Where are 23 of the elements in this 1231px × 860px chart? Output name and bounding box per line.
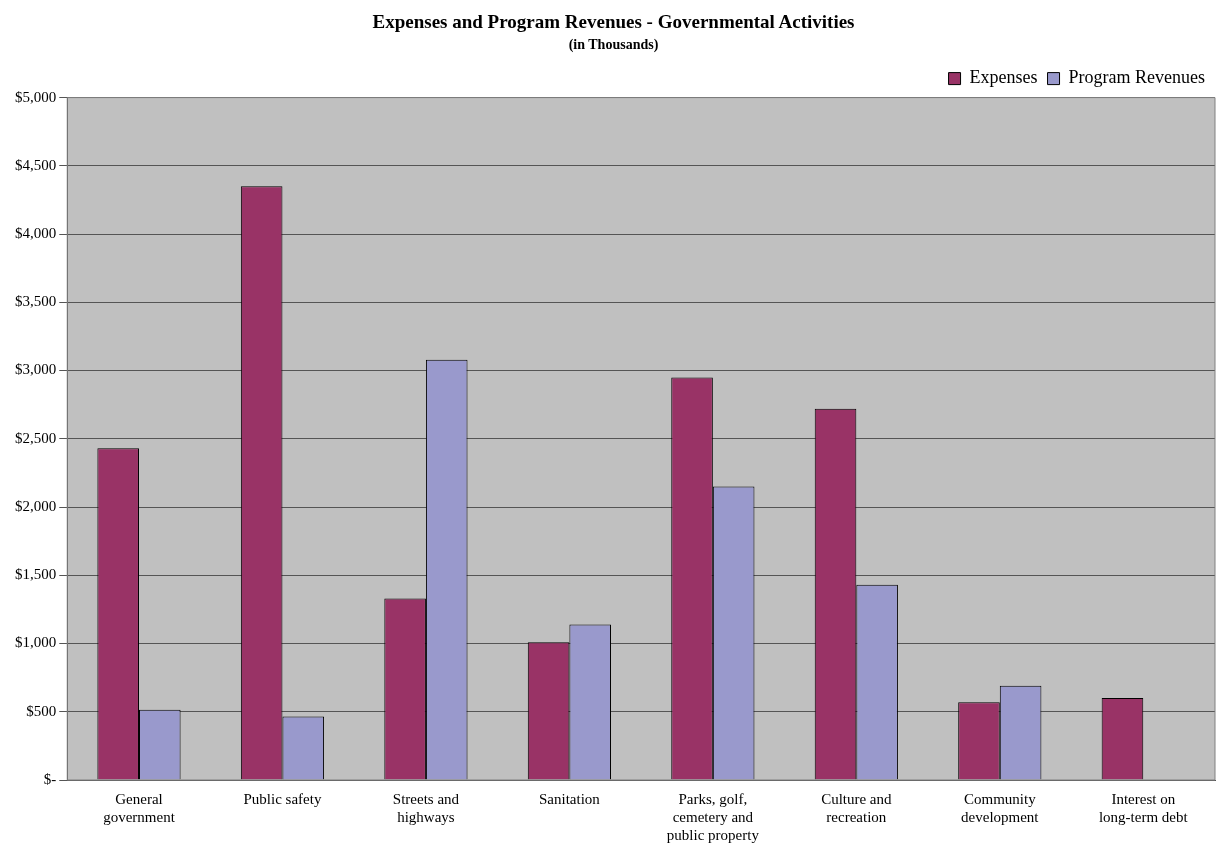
y-tick-label: $- [43,770,57,787]
y-tick-label: $3,500 [15,293,57,310]
x-tick-label: Community development [961,790,1040,825]
x-tick-label: General government [103,790,176,825]
y-tick-label: $4,500 [15,156,57,173]
x-tick-label: Culture and recreation [821,790,893,825]
y-tick-label: $2,500 [15,429,57,446]
y-tick-label: $2,000 [15,497,57,514]
y-tick-label: $1,000 [15,634,57,651]
y-tick-label: $1,500 [15,566,57,583]
chart-title: Expenses and Program Revenues - Governmental Activities [372,11,855,33]
y-tick-label: $3,000 [15,361,57,378]
x-tick-label: Streets and highways [392,790,460,825]
y-tick-label: $4,000 [15,225,57,242]
legend-label: Program Revenues [1068,67,1205,88]
y-tick-label: $5,000 [15,88,57,105]
x-tick-label: Parks, golf, cemetery and public property [666,790,760,843]
x-tick-label: Sanitation [538,790,601,807]
legend-label: Expenses [969,67,1038,88]
chart-subtitle: (in Thousands) [568,36,659,53]
y-tick-label: $500 [26,702,57,719]
x-tick-label: Public safety [243,790,322,807]
x-tick-label: Interest on long-term debt [1098,790,1189,825]
